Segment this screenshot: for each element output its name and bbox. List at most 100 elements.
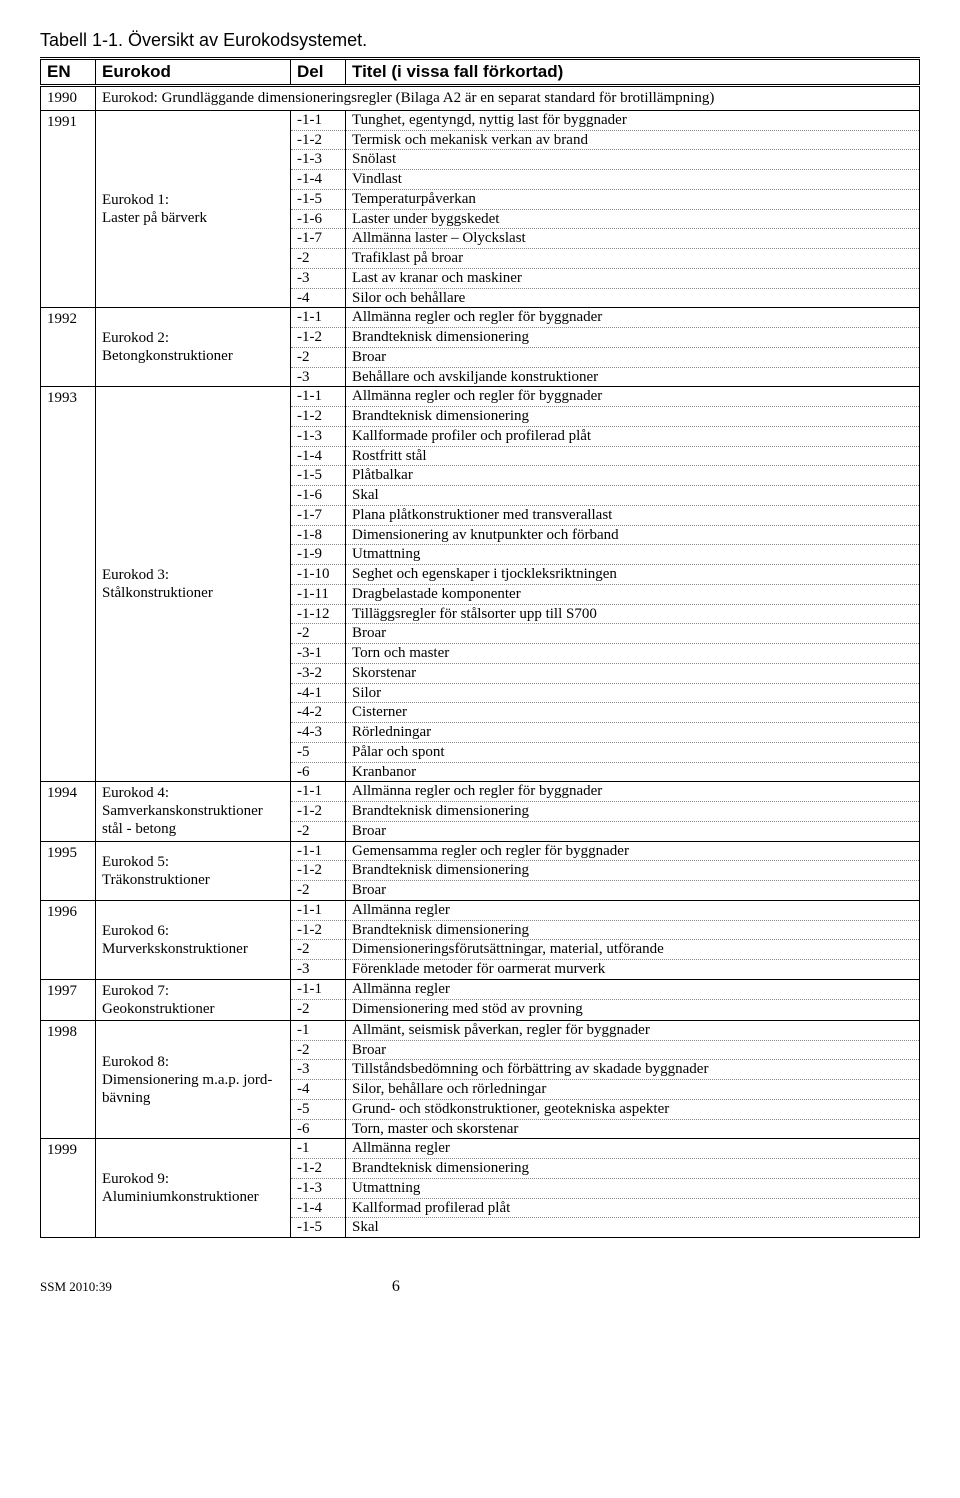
cell-en: 1992 (41, 308, 96, 387)
cell-del: -1-2 (291, 328, 346, 348)
cell-del: -2 (291, 1000, 346, 1021)
cell-titel: Tunghet, egentyngd, nyttig last för bygg… (346, 110, 920, 130)
cell-en: 1997 (41, 979, 96, 1020)
cell-titel: Silor (346, 683, 920, 703)
table-row: 1990Eurokod: Grundläggande dimensionerin… (41, 86, 920, 111)
cell-titel: Allmänna laster – Olyckslast (346, 229, 920, 249)
cell-del: -1-3 (291, 150, 346, 170)
col-titel: Titel (i vissa fall förkortad) (346, 59, 920, 86)
col-en: EN (41, 59, 96, 86)
table-row: 1993Eurokod 3: Stålkonstruktioner-1-1All… (41, 387, 920, 407)
cell-titel: Broar (346, 1040, 920, 1060)
table-row: 1996Eurokod 6: Murverkskonstruktioner-1-… (41, 900, 920, 920)
cell-titel: Brandteknisk dimensionering (346, 861, 920, 881)
cell-en: 1990 (41, 86, 96, 111)
cell-titel: Behållare och avskiljande konstruktioner (346, 367, 920, 387)
cell-titel: Skal (346, 1218, 920, 1238)
cell-del: -1-1 (291, 782, 346, 802)
footer-page-number: 6 (392, 1278, 400, 1296)
cell-del: -3-1 (291, 644, 346, 664)
cell-titel: Dimensioneringsförutsättningar, material… (346, 940, 920, 960)
cell-titel: Brandteknisk dimensionering (346, 407, 920, 427)
cell-del: -3 (291, 367, 346, 387)
cell-titel: Dragbelastade komponenter (346, 584, 920, 604)
cell-eurokod: Eurokod 8: Dimensionering m.a.p. jord- b… (96, 1020, 291, 1139)
cell-titel: Gemensamma regler och regler för byggnad… (346, 841, 920, 861)
col-del: Del (291, 59, 346, 86)
cell-del: -1-4 (291, 446, 346, 466)
cell-eurokod: Eurokod 1: Laster på bärverk (96, 110, 291, 308)
cell-del: -1-11 (291, 584, 346, 604)
cell-titel: Tilläggsregler för stålsorter upp till S… (346, 604, 920, 624)
cell-del: -1-7 (291, 505, 346, 525)
cell-del: -6 (291, 1119, 346, 1139)
cell-titel: Broar (346, 881, 920, 901)
cell-titel: Broar (346, 347, 920, 367)
cell-del: -4-3 (291, 723, 346, 743)
cell-eurokod: Eurokod 9: Aluminiumkonstruktioner (96, 1139, 291, 1238)
cell-del: -1-2 (291, 920, 346, 940)
cell-titel: Plana plåtkonstruktioner med transverall… (346, 505, 920, 525)
cell-del: -1-1 (291, 387, 346, 407)
cell-en: 1993 (41, 387, 96, 782)
cell-titel: Rostfritt stål (346, 446, 920, 466)
cell-del: -1-1 (291, 841, 346, 861)
cell-del: -1-1 (291, 900, 346, 920)
cell-en: 1991 (41, 110, 96, 308)
cell-titel: Broar (346, 624, 920, 644)
cell-titel: Temperaturpåverkan (346, 189, 920, 209)
cell-titel: Allmänna regler (346, 900, 920, 920)
cell-titel: Seghet och egenskaper i tjockleksriktnin… (346, 565, 920, 585)
cell-titel: Trafiklast på broar (346, 249, 920, 269)
cell-del: -5 (291, 1099, 346, 1119)
cell-del: -1-7 (291, 229, 346, 249)
cell-del: -1-2 (291, 1159, 346, 1179)
cell-del: -1-5 (291, 466, 346, 486)
table-row: 1994Eurokod 4: Samverkanskonstruktioner … (41, 782, 920, 802)
table-row: 1995Eurokod 5: Träkonstruktioner-1-1Geme… (41, 841, 920, 861)
cell-titel: Broar (346, 821, 920, 841)
cell-en: 1998 (41, 1020, 96, 1139)
cell-eurokod: Eurokod 4: Samverkanskonstruktioner stål… (96, 782, 291, 841)
cell-eurokod: Eurokod 5: Träkonstruktioner (96, 841, 291, 900)
cell-titel: Utmattning (346, 545, 920, 565)
cell-titel: Allmänna regler och regler för byggnader (346, 782, 920, 802)
cell-del: -1-2 (291, 130, 346, 150)
cell-del: -2 (291, 940, 346, 960)
header-row: EN Eurokod Del Titel (i vissa fall förko… (41, 59, 920, 86)
cell-titel: Kranbanor (346, 762, 920, 782)
eurocode-table: EN Eurokod Del Titel (i vissa fall förko… (40, 57, 920, 1238)
cell-del: -3 (291, 960, 346, 980)
cell-titel: Termisk och mekanisk verkan av brand (346, 130, 920, 150)
cell-del: -1-5 (291, 1218, 346, 1238)
cell-titel: Silor och behållare (346, 288, 920, 308)
cell-titel: Utmattning (346, 1178, 920, 1198)
cell-del: -2 (291, 249, 346, 269)
cell-titel: Snölast (346, 150, 920, 170)
cell-del: -4 (291, 1080, 346, 1100)
cell-titel: Brandteknisk dimensionering (346, 802, 920, 822)
cell-del: -3 (291, 1060, 346, 1080)
table-caption: Tabell 1-1. Översikt av Eurokodsystemet. (40, 30, 920, 51)
cell-del: -1-10 (291, 565, 346, 585)
cell-del: -1-2 (291, 861, 346, 881)
cell-del: -4 (291, 288, 346, 308)
cell-titel: Tillståndsbedömning och förbättring av s… (346, 1060, 920, 1080)
cell-del: -6 (291, 762, 346, 782)
cell-eurokod: Eurokod 2: Betongkonstruktioner (96, 308, 291, 387)
table-row: 1999Eurokod 9: Aluminiumkonstruktioner-1… (41, 1139, 920, 1159)
cell-del: -1-2 (291, 802, 346, 822)
cell-titel: Torn och master (346, 644, 920, 664)
cell-del: -1-6 (291, 486, 346, 506)
cell-titel: Brandteknisk dimensionering (346, 920, 920, 940)
cell-del: -2 (291, 624, 346, 644)
cell-del: -2 (291, 881, 346, 901)
cell-titel: Skal (346, 486, 920, 506)
cell-titel: Skorstenar (346, 663, 920, 683)
cell-titel: Allmänna regler och regler för byggnader (346, 387, 920, 407)
cell-del: -2 (291, 821, 346, 841)
cell-del: -1-12 (291, 604, 346, 624)
cell-titel: Kallformad profilerad plåt (346, 1198, 920, 1218)
cell-titel: Plåtbalkar (346, 466, 920, 486)
cell-eurokod: Eurokod 6: Murverkskonstruktioner (96, 900, 291, 979)
